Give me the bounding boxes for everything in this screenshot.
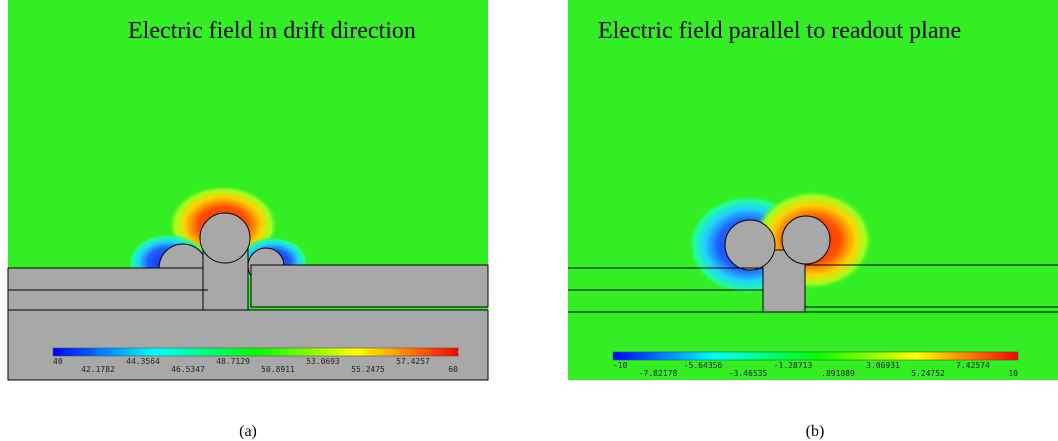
colorbar-label: -10 (613, 361, 628, 370)
colorbar-label: -3.46535 (729, 369, 768, 378)
colorbar-label: 44.3564 (126, 357, 160, 366)
panel-title: Electric field in drift direction (128, 18, 416, 44)
colorbar-label: 55.2475 (351, 365, 385, 374)
colorbar-label: 48.7129 (216, 357, 250, 366)
caption: (b) (806, 423, 825, 440)
colorbar-label: 53.0693 (306, 357, 340, 366)
colorbar-label: 42.1782 (81, 365, 115, 374)
colorbar-label: 7.42574 (956, 361, 990, 370)
colorbar-label: 57.4257 (396, 357, 430, 366)
colorbar-label: 50.8911 (261, 365, 295, 374)
colorbar-label: 10 (1008, 369, 1018, 378)
colorbar-label: -1.28713 (774, 361, 813, 370)
panel-a: Electric field in drift direction 40 44.3… (8, 0, 488, 380)
colorbar (613, 352, 1018, 360)
colorbar-label: 3.06931 (866, 361, 900, 370)
colorbar-label: 5.24752 (911, 369, 945, 378)
caption: (a) (239, 423, 257, 440)
colorbar (53, 348, 458, 356)
colorbar-label: 46.5347 (171, 365, 205, 374)
figure: Electric field in drift direction 40 44.3… (0, 0, 1058, 441)
colorbar-label: -5.64356 (684, 361, 723, 370)
colorbar-label: 60 (448, 365, 458, 374)
panel-title: Electric field parallel to readout plane (598, 18, 961, 44)
panel-b: Electric field parallel to readout plane… (568, 0, 1058, 380)
colorbar-label: -7.82178 (639, 369, 678, 378)
colorbar-label: 40 (53, 357, 63, 366)
colorbar-label: .891089 (821, 369, 855, 378)
